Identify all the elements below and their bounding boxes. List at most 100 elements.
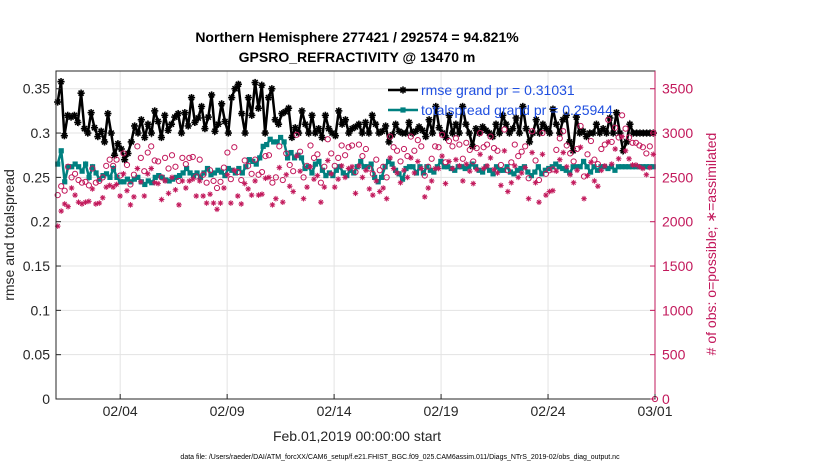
data-point — [387, 133, 394, 140]
data-point — [93, 170, 99, 176]
data-point — [252, 178, 258, 184]
data-point — [144, 171, 151, 177]
data-point — [164, 126, 172, 134]
data-point — [445, 164, 451, 170]
data-point — [214, 206, 220, 213]
data-point — [137, 116, 145, 124]
data-point — [218, 100, 226, 108]
data-point — [264, 93, 273, 102]
data-point — [570, 179, 577, 186]
data-point — [435, 144, 442, 151]
data-point — [71, 170, 79, 177]
data-point — [74, 118, 82, 127]
data-point — [591, 178, 598, 184]
data-point — [300, 195, 307, 202]
data-point — [304, 184, 310, 190]
data-point — [542, 170, 550, 177]
data-point — [622, 164, 628, 170]
data-point — [497, 161, 505, 169]
data-point — [65, 163, 72, 170]
data-point — [323, 173, 329, 179]
data-point — [599, 125, 607, 133]
data-point — [619, 112, 626, 119]
x-tick-label: 02/14 — [317, 403, 352, 419]
data-point — [331, 162, 338, 169]
data-point — [490, 171, 496, 177]
data-point — [515, 153, 522, 160]
data-point — [574, 164, 580, 170]
data-point — [570, 164, 576, 170]
data-point — [220, 164, 228, 171]
data-point — [335, 154, 342, 161]
data-point — [272, 174, 279, 181]
y-left-tick-label: 0.05 — [23, 347, 50, 363]
data-point — [234, 193, 241, 199]
data-point — [61, 187, 68, 194]
data-point — [465, 129, 473, 137]
data-point — [62, 179, 68, 185]
data-point — [385, 158, 392, 165]
data-point — [58, 148, 64, 154]
data-point — [466, 146, 473, 153]
data-point — [543, 192, 549, 198]
data-point — [265, 152, 273, 159]
data-point — [619, 133, 625, 140]
data-point — [179, 178, 186, 184]
data-point — [213, 184, 221, 192]
data-point — [422, 133, 430, 141]
data-point — [536, 199, 542, 205]
y-left-tick-label: 0.35 — [23, 81, 50, 97]
data-point — [145, 178, 151, 184]
data-point — [290, 168, 297, 175]
data-point — [393, 147, 401, 154]
x-tick-label: 02/04 — [103, 403, 138, 419]
data-point — [495, 129, 503, 137]
data-point — [629, 139, 636, 146]
data-point — [504, 167, 511, 174]
data-point — [546, 167, 553, 174]
data-point — [293, 153, 300, 159]
data-point — [487, 155, 494, 161]
data-point — [279, 199, 286, 205]
data-point — [529, 149, 535, 156]
data-point — [380, 163, 387, 170]
data-point — [142, 181, 148, 188]
data-point — [207, 191, 213, 198]
data-point — [261, 129, 269, 137]
data-point — [258, 168, 266, 176]
data-point — [518, 148, 525, 155]
data-point — [99, 174, 106, 181]
data-point — [511, 163, 518, 169]
data-point — [396, 171, 402, 177]
data-point — [151, 179, 158, 186]
series-assimilated — [54, 133, 657, 229]
data-point — [210, 177, 217, 185]
data-point — [58, 183, 65, 190]
data-point — [177, 173, 183, 179]
data-point — [446, 158, 452, 165]
tick-layer: 0 0.05 0.1 0.15 0.2 0.25 0.3 0.35 0 500 1000 1500 20… — [23, 81, 694, 419]
data-point — [376, 188, 383, 195]
data-point — [439, 153, 445, 159]
data-point — [424, 164, 430, 170]
data-point — [501, 147, 508, 154]
data-point — [218, 169, 225, 175]
data-point — [217, 178, 224, 185]
data-point — [415, 158, 421, 165]
data-point — [221, 117, 229, 126]
data-point — [477, 129, 484, 137]
data-point — [574, 167, 580, 174]
data-point — [161, 154, 169, 161]
data-point — [318, 199, 324, 205]
data-point — [493, 164, 500, 170]
data-point — [184, 122, 192, 130]
data-point — [86, 174, 92, 180]
data-point — [269, 179, 276, 186]
data-point — [267, 136, 273, 142]
data-point — [87, 109, 95, 117]
data-point — [407, 133, 414, 140]
data-point — [137, 154, 144, 161]
data-point — [197, 102, 206, 111]
data-point — [507, 169, 514, 175]
data-point — [522, 164, 528, 171]
